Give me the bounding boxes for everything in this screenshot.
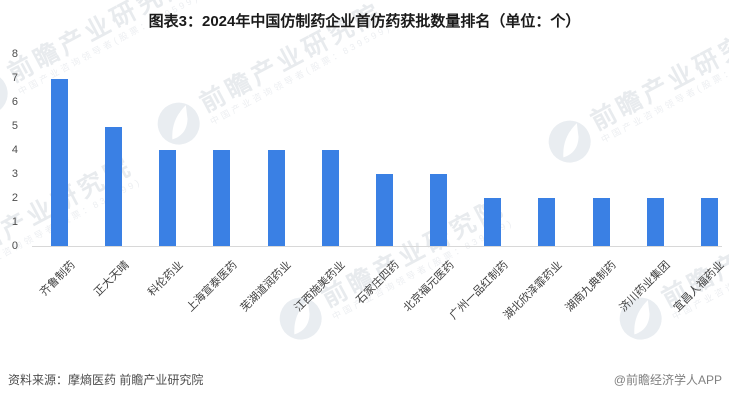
bar-5 [267, 150, 285, 246]
credit-note: @前瞻经济学人APP [613, 373, 722, 387]
y-tick-label: 7 [11, 72, 18, 85]
y-tick-label: 3 [11, 167, 18, 180]
bar-2 [105, 126, 123, 246]
y-tick-label: 4 [11, 143, 18, 156]
bar-9 [484, 198, 502, 246]
bar-6 [321, 150, 339, 246]
bar-12 [646, 198, 664, 246]
y-tick-label: 6 [11, 96, 18, 109]
y-tick-label: 2 [11, 191, 18, 204]
bar-4 [213, 150, 231, 246]
y-tick-label: 0 [11, 239, 18, 252]
x-axis-label-8: 北京福元医药 [401, 259, 457, 315]
bar-3 [159, 150, 177, 246]
x-axis-label-7: 石家庄四药 [354, 259, 403, 307]
x-axis-label-4: 上海宣泰医药 [184, 259, 240, 315]
x-axis-line [32, 246, 722, 247]
bar-7 [375, 174, 393, 246]
bar-8 [430, 174, 448, 246]
y-tick-label: 5 [11, 120, 18, 132]
x-axis-label-2: 正大天晴 [91, 259, 132, 299]
x-axis-label-12: 济川药业集团 [617, 259, 673, 315]
bar-1 [51, 78, 68, 246]
bar-13 [700, 198, 718, 246]
chart-title: 图表3：2024年中国仿制药企业首仿药获批数量排名（单位：个） [148, 13, 581, 30]
source-note: 资料来源：摩熵医药 前瞻产业研究院 [8, 373, 204, 387]
bar-11 [592, 198, 610, 246]
x-axis-label-1: 齐鲁制药 [37, 259, 78, 299]
x-axis-label-11: 湖南九典制药 [563, 259, 619, 315]
bar-10 [538, 198, 556, 246]
y-tick-label: 8 [11, 48, 18, 61]
x-axis-label-5: 芜湖道润药业 [238, 259, 294, 315]
x-axis-label-3: 科伦药业 [145, 259, 186, 299]
y-tick-label: 1 [11, 215, 18, 228]
x-axis-label-6: 江西施美药业 [292, 259, 348, 315]
x-axis-label-13: 宜昌人福药业 [671, 259, 728, 315]
